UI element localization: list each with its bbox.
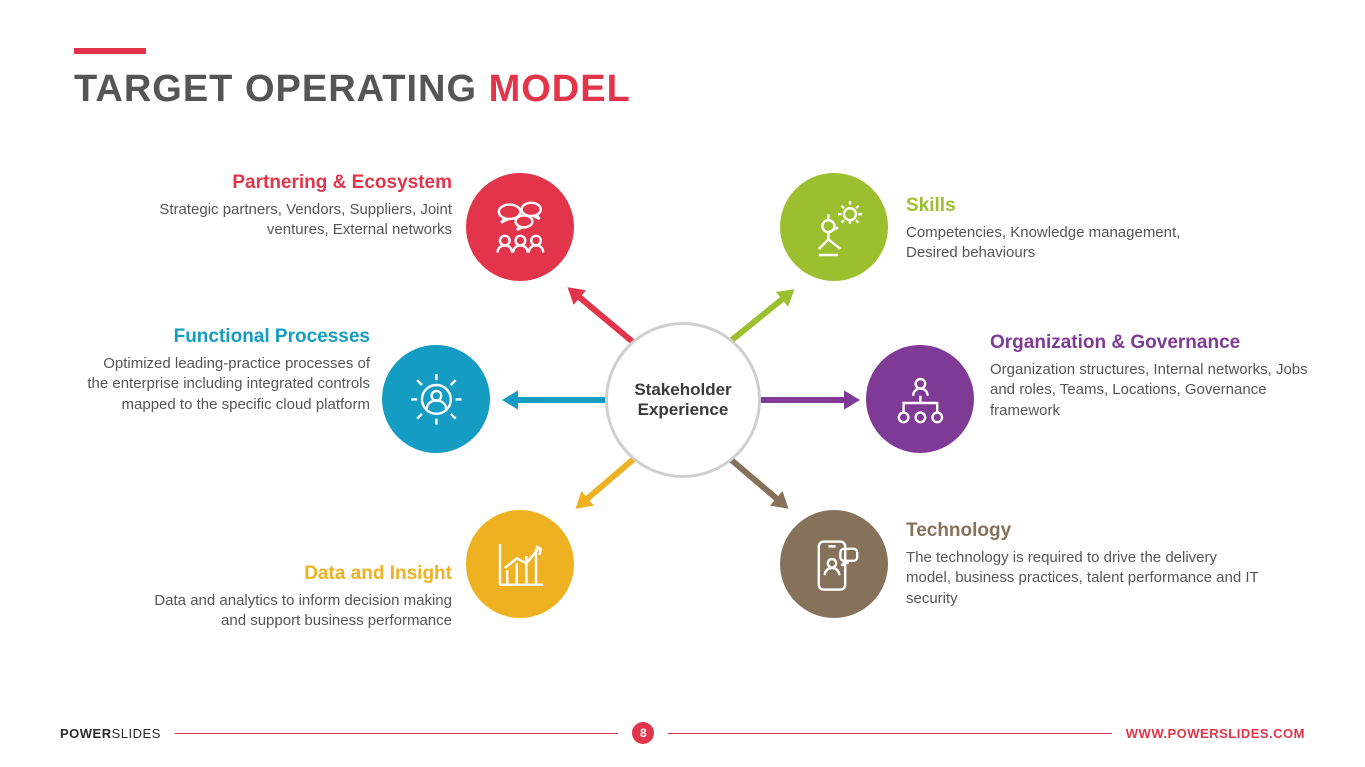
node-partnering [466, 173, 574, 281]
title-part2: MODEL [489, 68, 631, 110]
footer: POWERSLIDES 8 WWW.POWERSLIDES.COM [0, 722, 1365, 744]
text-technology-body: The technology is required to drive the … [906, 548, 1266, 609]
title-accent [74, 48, 146, 54]
brand-part1: POWER [60, 726, 112, 741]
text-functional: Functional Processes Optimized leading-pr… [82, 326, 370, 415]
text-functional-body: Optimized leading-practice processes of … [82, 354, 370, 415]
arrow-data [576, 452, 642, 509]
arrow-partnering [568, 287, 640, 348]
bar-chart-icon [488, 532, 553, 597]
text-governance: Organization & Governance Organization st… [990, 332, 1330, 421]
text-technology: Technology The technology is required to … [906, 520, 1266, 609]
node-data [466, 510, 574, 618]
text-data-title: Data and Insight [132, 563, 452, 585]
title-part1: TARGET OPERATING [74, 68, 489, 110]
node-functional [382, 345, 490, 453]
text-skills: Skills Competencies, Knowledge management… [906, 195, 1236, 264]
node-skills [780, 173, 888, 281]
text-partnering: Partnering & Ecosystem Strategic partners… [142, 172, 452, 241]
page-number: 8 [640, 726, 647, 740]
text-partnering-body: Strategic partners, Vendors, Suppliers, … [142, 200, 452, 241]
center-circle: StakeholderExperience [605, 322, 761, 478]
footer-url: WWW.POWERSLIDES.COM [1126, 726, 1305, 741]
gear-person-icon [404, 367, 469, 432]
text-partnering-title: Partnering & Ecosystem [142, 172, 452, 194]
text-skills-title: Skills [906, 195, 1236, 217]
brand-part2: SLIDES [112, 726, 161, 741]
idea-person-icon [802, 195, 867, 260]
text-data-body: Data and analytics to inform decision ma… [132, 591, 452, 632]
text-skills-body: Competencies, Knowledge management, Desi… [906, 223, 1236, 264]
node-governance [866, 345, 974, 453]
text-functional-title: Functional Processes [82, 326, 370, 348]
slide: TARGET OPERATING MODEL StakeholderExperi… [0, 0, 1365, 767]
page-badge: 8 [632, 722, 654, 744]
page-title: TARGET OPERATING MODEL [74, 68, 631, 111]
footer-brand: POWERSLIDES [60, 726, 161, 741]
phone-chat-icon [802, 532, 867, 597]
arrow-governance [760, 390, 860, 409]
group-chat-icon [488, 195, 553, 260]
arrow-functional [502, 390, 604, 409]
text-data: Data and Insight Data and analytics to in… [132, 563, 452, 632]
text-governance-title: Organization & Governance [990, 332, 1330, 354]
node-technology [780, 510, 888, 618]
center-label: StakeholderExperience [634, 380, 731, 421]
footer-line-left [175, 733, 618, 734]
text-governance-body: Organization structures, Internal networ… [990, 360, 1330, 421]
footer-line-right [668, 733, 1111, 734]
text-technology-title: Technology [906, 520, 1266, 542]
org-chart-icon [888, 367, 953, 432]
